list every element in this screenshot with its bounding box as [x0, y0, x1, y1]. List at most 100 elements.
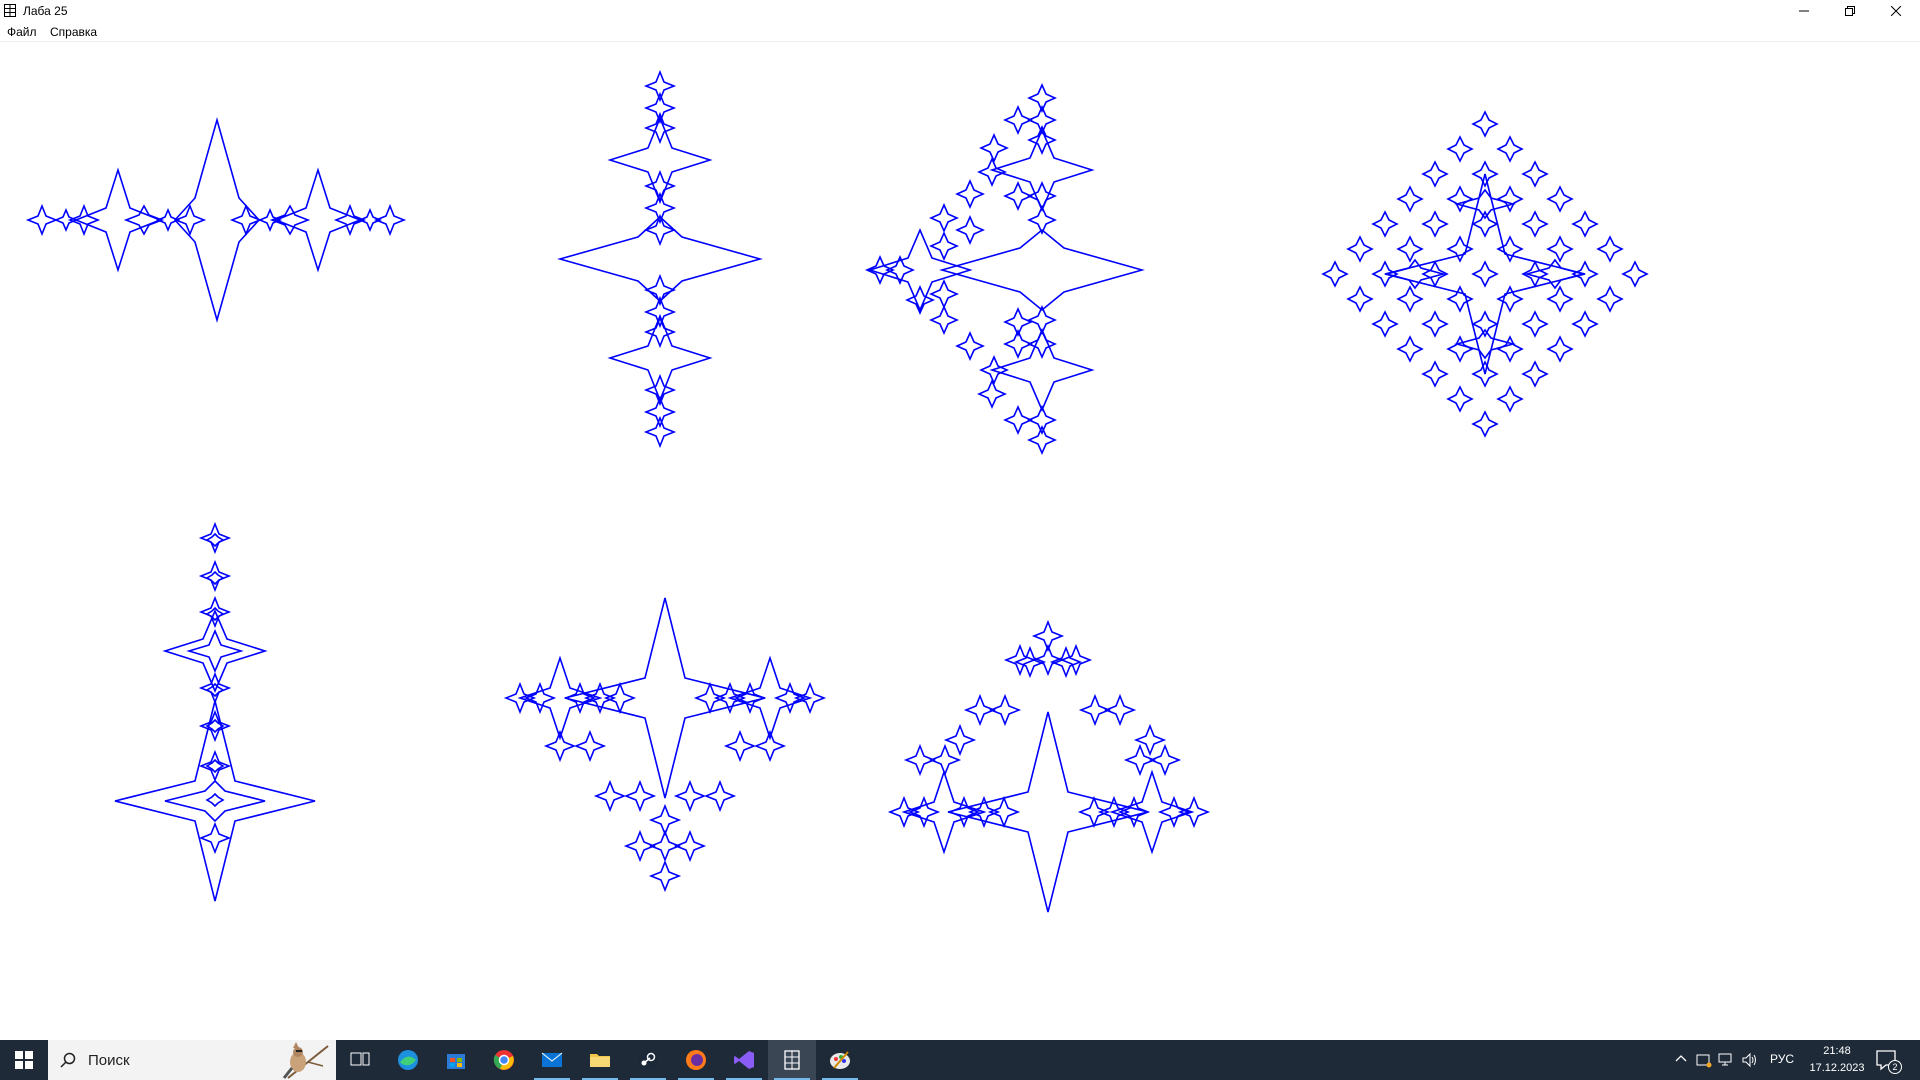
- star-shape: [114, 700, 316, 902]
- taskbar-app-task-view[interactable]: [336, 1040, 384, 1080]
- fractal-7: [887, 619, 1211, 913]
- star-shape: [1117, 795, 1151, 829]
- star-shape: [1003, 181, 1033, 211]
- menu-file[interactable]: Файл: [7, 25, 37, 39]
- notification-icon[interactable]: [1874, 1048, 1900, 1072]
- star-shape: [1521, 160, 1549, 188]
- star-shape: [1471, 410, 1499, 438]
- star-shape: [198, 521, 232, 555]
- star-shape: [1077, 795, 1111, 829]
- fractal-1: [25, 117, 407, 323]
- taskbar-app-mail[interactable]: [528, 1040, 576, 1080]
- star-shape: [583, 681, 617, 715]
- language-indicator[interactable]: РУС: [1770, 1052, 1795, 1066]
- taskbar: Поиск РУС 21:48 17.12.2023 2: [0, 1040, 1920, 1080]
- star-shape: [1421, 210, 1449, 238]
- star-shape: [198, 595, 232, 629]
- star-shape: [673, 779, 707, 813]
- visual-studio-icon: [734, 1051, 754, 1069]
- start-button[interactable]: [0, 1040, 48, 1080]
- restore-button[interactable]: [1827, 0, 1873, 22]
- star-shape: [1027, 105, 1057, 135]
- taskbar-app-steam[interactable]: [624, 1040, 672, 1080]
- clock-date[interactable]: 17.12.2023: [1809, 1062, 1865, 1074]
- star-shape: [1496, 235, 1524, 263]
- star-shape: [955, 331, 985, 361]
- close-button[interactable]: [1873, 0, 1919, 22]
- star-shape: [1003, 105, 1033, 135]
- star-shape: [643, 213, 677, 247]
- star-shape: [1421, 310, 1449, 338]
- star-shape: [1546, 235, 1574, 263]
- taskbar-app-edge[interactable]: [384, 1040, 432, 1080]
- star-shape: [907, 795, 941, 829]
- star-shape: [623, 829, 657, 863]
- star-shape: [173, 117, 261, 323]
- star-shape: [1396, 235, 1424, 263]
- star-shape: [1471, 360, 1499, 388]
- star-shape: [198, 559, 232, 593]
- chrome-icon: [493, 1050, 514, 1070]
- star-shape: [1384, 173, 1586, 375]
- minimize-button[interactable]: [1781, 0, 1827, 22]
- star-shape: [593, 779, 627, 813]
- taskbar-app-store[interactable]: [432, 1040, 480, 1080]
- star-shape: [929, 279, 959, 309]
- taskbar-app-chrome[interactable]: [480, 1040, 528, 1080]
- star-shape: [1383, 258, 1447, 290]
- star-shape: [1027, 181, 1057, 211]
- minimize-icon: [1799, 10, 1809, 12]
- star-shape: [25, 203, 59, 237]
- window-app-icon: [784, 1050, 800, 1070]
- star-shape: [1521, 310, 1549, 338]
- security-icon[interactable]: [1696, 1052, 1712, 1068]
- star-shape: [1571, 310, 1599, 338]
- star-shape: [977, 379, 1007, 409]
- window-title: Лаба 25: [23, 4, 68, 18]
- taskbar-app-paint[interactable]: [816, 1040, 864, 1080]
- taskbar-app-visual-studio[interactable]: [720, 1040, 768, 1080]
- star-shape: [713, 681, 747, 715]
- star-shape: [1496, 185, 1524, 213]
- search-box[interactable]: Поиск: [48, 1040, 336, 1080]
- search-icon: [60, 1052, 76, 1068]
- star-shape: [1027, 205, 1057, 235]
- star-shape: [53, 207, 79, 233]
- star-shape: [1097, 795, 1131, 829]
- star-shape: [1027, 405, 1057, 435]
- taskbar-app-firefox[interactable]: [672, 1040, 720, 1080]
- star-shape: [623, 779, 657, 813]
- star-shape: [887, 795, 921, 829]
- star-shape: [1421, 260, 1449, 288]
- star-shape: [1446, 135, 1474, 163]
- star-shape: [1133, 723, 1167, 757]
- taskbar-app-explorer[interactable]: [576, 1040, 624, 1080]
- edge-icon: [398, 1050, 418, 1070]
- star-shape: [198, 749, 232, 783]
- star-shape: [753, 729, 787, 763]
- star-shape: [1446, 385, 1474, 413]
- menu-bar: Файл Справка: [0, 22, 1920, 42]
- menu-help[interactable]: Справка: [50, 25, 98, 39]
- star-shape: [1471, 110, 1499, 138]
- chevron-up-icon[interactable]: [1674, 1052, 1688, 1066]
- star-shape: [67, 203, 101, 237]
- star-shape: [563, 681, 597, 715]
- star-shape: [1596, 235, 1624, 263]
- star-shape: [1177, 795, 1211, 829]
- star-shape: [205, 758, 225, 774]
- star-shape: [1571, 210, 1599, 238]
- star-shape: [543, 729, 577, 763]
- star-shape: [1003, 307, 1033, 337]
- fractal-6: [503, 597, 827, 893]
- star-shape: [989, 127, 1095, 213]
- star-shape: [643, 191, 677, 225]
- network-icon[interactable]: [1718, 1052, 1734, 1068]
- volume-icon[interactable]: [1742, 1052, 1758, 1068]
- star-shape: [573, 729, 607, 763]
- star-shape: [1596, 285, 1624, 313]
- taskbar-app-laba25[interactable]: [768, 1040, 816, 1080]
- star-shape: [903, 743, 937, 777]
- star-shape: [1013, 645, 1047, 679]
- clock-time[interactable]: 21:48: [1823, 1045, 1851, 1057]
